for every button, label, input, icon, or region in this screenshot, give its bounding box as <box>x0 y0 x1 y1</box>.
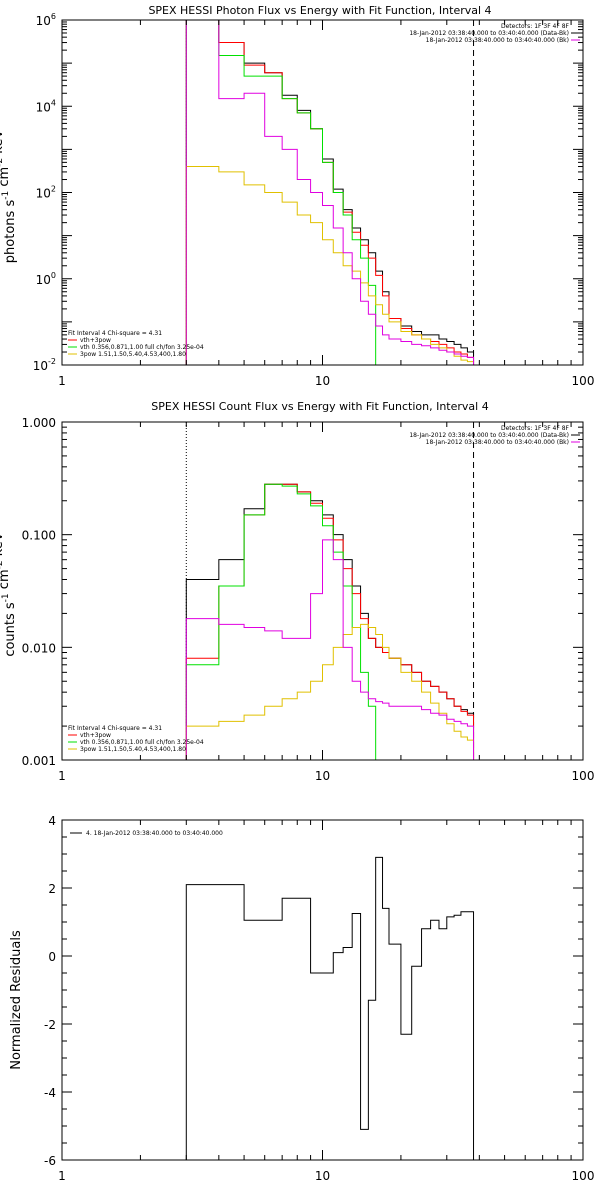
count-series-bk <box>185 539 475 760</box>
resid-ytick-label: -4 <box>44 1086 56 1100</box>
count-flux-plot-area: 1 10 100 0.001 0.010 0.100 1.000 Detectors: 1F … <box>22 416 595 783</box>
photon-flux-panel: SPEX HESSI Photon Flux vs Energy with Fi… <box>0 4 594 388</box>
count-legend-tr-line: 18-Jan-2012 03:38:40.000 to 03:40:40.000… <box>426 439 569 446</box>
count-series-vth-3pow <box>185 483 475 760</box>
resid-xtick-label: 100 <box>572 1169 595 1183</box>
count-series-vth <box>185 483 377 760</box>
count-legend-bl-label: vth 0.356,0.871,1.00 full ch/fon 3.25e-0… <box>80 739 204 746</box>
count-legend-bl-label: 3pow 1.51,1.50,5.40,4.53,400,1.80 <box>80 746 186 753</box>
photon-xtick-label: 1 <box>58 374 66 388</box>
count-legend-bl-label: vth+3pow <box>80 732 111 739</box>
photon-ytick-label: 106 <box>36 12 56 28</box>
count-ytick-label: 0.001 <box>22 754 56 768</box>
count-flux-panel: SPEX HESSI Count Flux vs Energy with Fit… <box>0 400 594 783</box>
count-legend-tr-line: Detectors: 1F 3F 4F 8F <box>501 425 570 432</box>
photon-legend-tr-line: 18-Jan-2012 03:38:40.000 to 03:40:40.000… <box>409 30 569 37</box>
photon-legend-bl-header: Fit Interval 4 Chi-square = 4.31 <box>68 330 162 337</box>
count-flux-title: SPEX HESSI Count Flux vs Energy with Fit… <box>151 400 488 413</box>
resid-xtick-label: 1 <box>58 1169 66 1183</box>
resid-frame <box>61 819 584 1161</box>
photon-legend-tr-line: 18-Jan-2012 03:38:40.000 to 03:40:40.000… <box>426 37 569 44</box>
photon-series-vth-3pow <box>185 20 475 365</box>
resid-ytick-label: 2 <box>48 882 56 896</box>
resid-legend-tl-label: 4. 18-Jan-2012 03:38:40.000 to 03:40:40.… <box>86 830 223 837</box>
photon-legend-bl-label: vth+3pow <box>80 337 111 344</box>
count-legend-bl-header: Fit Interval 4 Chi-square = 4.31 <box>68 725 162 732</box>
count-xtick-label: 10 <box>315 769 330 783</box>
resid-series-4-18-jan-2012-03-38-40-000-to-03-40-40-000 <box>185 856 475 1160</box>
residuals-ylabel: Normalized Residuals <box>9 930 24 1070</box>
residuals-plot-area: 1 10 100 -6 -4 -2 0 2 4 4. 18-Jan-2012 03:38:40.0… <box>44 814 594 1183</box>
photon-legend-bl-label: 3pow 1.51,1.50,5.40,4.53,400,1.80 <box>80 351 186 358</box>
photon-flux-plot-area: 1 10 100 10-2 100 102 104 106 Detectors: 1F 3F 4… <box>33 12 595 388</box>
photon-series-vth <box>185 20 377 365</box>
photon-legend-tr-line: Detectors: 1F 3F 4F 8F <box>501 23 570 30</box>
count-xtick-label: 1 <box>58 769 66 783</box>
photon-xtick-label: 100 <box>572 374 595 388</box>
photon-flux-title: SPEX HESSI Photon Flux vs Energy with Fi… <box>148 4 491 17</box>
resid-ytick-label: -2 <box>44 1018 56 1032</box>
count-ytick-label: 0.010 <box>22 641 56 655</box>
photon-series-bk <box>185 20 475 365</box>
photon-ytick-label: 104 <box>36 98 56 114</box>
photon-flux-ylabel: photons s-1 cm-2 keV-1 <box>0 121 18 263</box>
resid-ytick-label: 0 <box>48 950 56 964</box>
resid-ytick-label: -6 <box>44 1154 56 1168</box>
count-ytick-label: 0.100 <box>22 529 56 543</box>
photon-ytick-label: 10-2 <box>33 357 56 373</box>
photon-ytick-label: 102 <box>36 185 56 201</box>
count-xtick-label: 100 <box>572 769 595 783</box>
resid-xtick-label: 10 <box>315 1169 330 1183</box>
residuals-panel: 1 10 100 -6 -4 -2 0 2 4 4. 18-Jan-2012 03:38:40.0… <box>9 814 594 1183</box>
count-series-3pow <box>185 623 475 760</box>
resid-ytick-label: 4 <box>48 814 56 828</box>
photon-ytick-label: 100 <box>36 271 56 287</box>
photon-xtick-label: 10 <box>315 374 330 388</box>
count-flux-ylabel: counts s-1 cm-2 keV-1 <box>0 523 18 656</box>
photon-series-data-bk <box>185 20 475 365</box>
photon-legend-bl-label: vth 0.356,0.871,1.00 full ch/fon 3.25e-0… <box>80 344 204 351</box>
count-legend-tr-line: 18-Jan-2012 03:38:40.000 to 03:40:40.000… <box>409 432 569 439</box>
count-ytick-label: 1.000 <box>22 416 56 430</box>
